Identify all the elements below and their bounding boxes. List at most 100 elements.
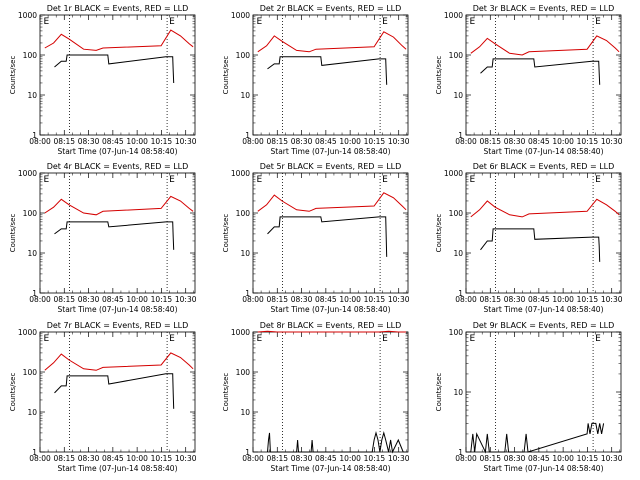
y-tick-label: 10: [240, 408, 250, 417]
y-tick-label: 10: [27, 91, 37, 100]
chart-title: Det 5r BLACK = Events, RED = LLD: [260, 162, 402, 171]
marker-label: E: [169, 17, 175, 27]
chart-panel-4: Det 4r BLACK = Events, RED = LLD Counts/s…: [9, 162, 197, 314]
x-tick-label: 08:00: [242, 454, 264, 463]
chart-title: Det 3r BLACK = Events, RED = LLD: [473, 4, 615, 13]
y-tick-label: 100: [236, 51, 251, 60]
marker-label: E: [470, 17, 476, 27]
x-tick-label: 10:15: [577, 454, 599, 463]
marker-label: E: [382, 175, 388, 185]
x-tick-label: 08:15: [53, 295, 75, 304]
lld-series-line: [44, 352, 194, 371]
x-tick-label: 10:15: [151, 295, 173, 304]
x-tick-label: 08:30: [291, 295, 313, 304]
x-tick-label: 08:45: [315, 454, 337, 463]
x-tick-label: 08:30: [291, 137, 313, 146]
x-tick-label: 08:30: [78, 295, 100, 304]
y-tick-label: 100: [449, 209, 464, 218]
y-tick-label: 10: [240, 249, 250, 258]
x-tick-label: 10:00: [552, 137, 574, 146]
x-tick-label: 08:15: [53, 137, 75, 146]
x-tick-label: 08:15: [479, 295, 501, 304]
x-tick-label: 10:00: [339, 295, 361, 304]
chart-title: Det 1r BLACK = Events, RED = LLD: [47, 4, 189, 13]
y-tick-label: 1000: [231, 328, 250, 337]
x-tick-label: 08:00: [242, 295, 264, 304]
plot-frame: [252, 172, 409, 294]
x-axis-label: Start Time (07-Jun-14 08:58:40): [484, 305, 604, 314]
x-axis-label: Start Time (07-Jun-14 08:58:40): [271, 305, 391, 314]
events-series-line: [470, 422, 605, 454]
y-axis-label: Counts/sec: [9, 56, 17, 95]
y-axis-label: Counts/sec: [9, 214, 17, 253]
y-tick-label: 100: [236, 368, 251, 377]
chart-title: Det 2r BLACK = Events, RED = LLD: [260, 4, 402, 13]
x-tick-label: 10:00: [126, 137, 148, 146]
x-tick-label: 08:00: [29, 137, 51, 146]
x-tick-label: 08:00: [455, 137, 477, 146]
events-series-line: [267, 216, 388, 257]
x-tick-label: 08:00: [455, 295, 477, 304]
y-tick-label: 1000: [444, 169, 463, 178]
chart-panel-6: Det 6r BLACK = Events, RED = LLD Counts/s…: [435, 162, 623, 314]
y-tick-label: 10: [27, 408, 37, 417]
marker-label: E: [44, 17, 50, 27]
y-tick-label: 10: [240, 91, 250, 100]
x-axis-label: Start Time (07-Jun-14 08:58:40): [58, 305, 178, 314]
x-tick-label: 08:15: [53, 454, 75, 463]
marker-label: E: [257, 17, 263, 27]
marker-label: E: [595, 334, 601, 344]
y-axis-label: Counts/sec: [435, 373, 443, 412]
lld-series-line: [257, 31, 407, 53]
y-tick-label: 100: [23, 368, 38, 377]
x-axis-label: Start Time (07-Jun-14 08:58:40): [271, 464, 391, 473]
x-tick-label: 10:30: [175, 137, 197, 146]
marker-label: E: [44, 334, 50, 344]
x-axis-label: Start Time (07-Jun-14 08:58:40): [484, 147, 604, 156]
y-tick-label: 1: [32, 289, 37, 298]
y-tick-label: 100: [23, 51, 38, 60]
events-series-line: [54, 373, 175, 409]
plot-frame: [465, 331, 622, 453]
chart-panel-8: Det 8r BLACK = Events, RED = LLD Counts/s…: [222, 321, 410, 473]
x-tick-label: 10:15: [151, 137, 173, 146]
x-tick-label: 10:15: [577, 295, 599, 304]
x-tick-label: 08:45: [528, 137, 550, 146]
x-tick-label: 10:00: [126, 454, 148, 463]
events-series-line: [54, 54, 175, 84]
chart-title: Det 9r BLACK = Events, RED = LLD: [473, 321, 615, 330]
x-tick-label: 08:45: [102, 454, 124, 463]
x-tick-label: 10:00: [552, 454, 574, 463]
lld-series-line: [470, 35, 620, 56]
y-tick-label: 1: [245, 448, 250, 457]
y-tick-label: 1000: [444, 11, 463, 20]
marker-label: E: [382, 17, 388, 27]
y-tick-label: 1: [458, 448, 463, 457]
y-tick-label: 1: [32, 131, 37, 140]
y-tick-label: 1: [32, 448, 37, 457]
y-tick-label: 1: [458, 289, 463, 298]
chart-panel-5: Det 5r BLACK = Events, RED = LLD Counts/s…: [222, 162, 410, 314]
x-tick-label: 08:45: [528, 454, 550, 463]
y-tick-label: 10: [27, 249, 37, 258]
x-tick-label: 10:00: [339, 137, 361, 146]
plot-frame: [39, 331, 196, 453]
events-series-line: [480, 228, 601, 262]
y-axis-label: Counts/sec: [222, 373, 230, 412]
x-tick-label: 10:30: [388, 295, 410, 304]
events-series-line: [267, 56, 388, 85]
y-tick-label: 1000: [18, 11, 37, 20]
x-tick-label: 10:30: [601, 454, 623, 463]
x-axis-label: Start Time (07-Jun-14 08:58:40): [58, 464, 178, 473]
y-tick-label: 1: [245, 289, 250, 298]
x-tick-label: 08:30: [504, 137, 526, 146]
x-tick-label: 10:00: [339, 454, 361, 463]
lld-series-line: [44, 29, 194, 51]
x-tick-label: 10:15: [577, 137, 599, 146]
x-tick-label: 08:00: [29, 454, 51, 463]
y-tick-label: 10: [453, 388, 463, 397]
x-tick-label: 10:15: [364, 137, 386, 146]
plot-frame: [465, 14, 622, 136]
chart-title: Det 6r BLACK = Events, RED = LLD: [473, 162, 615, 171]
